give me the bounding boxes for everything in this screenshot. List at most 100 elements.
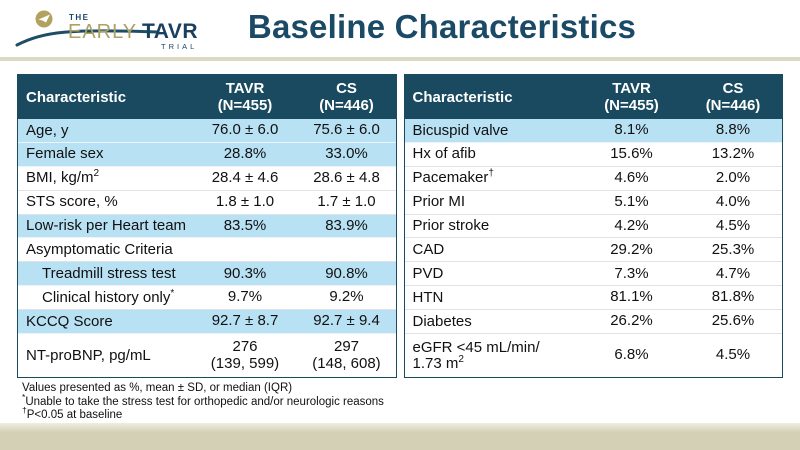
footnote-line: *Unable to take the stress test for orth… (22, 392, 800, 410)
header-divider (0, 57, 800, 61)
row-label: Age, y (26, 121, 69, 139)
tavr-value: 28.8% (223, 145, 267, 163)
table-body: Age, y 76.0 ± 6.0 75.6 ± 6.0 Female sex 28.8… (18, 119, 396, 378)
tavr-value: 1.8 ± 1.0 (215, 192, 275, 210)
logo-the: THE (69, 13, 90, 22)
slide-header: THE EARLY TAVR TRIAL Baseline Characteri… (0, 0, 800, 57)
col-header-tavr: TAVR (N=455) (604, 79, 659, 114)
logo-tavr: TAVR (142, 20, 198, 43)
col-header-cs: CS (N=446) (705, 79, 761, 114)
tavr-value: 7.3% (614, 264, 649, 282)
tavr-value: 26.2% (610, 312, 653, 330)
table-row: BMI, kg/m2 28.4 ± 4.6 28.6 ± 4.8 (18, 166, 396, 191)
tavr-value: 81.1% (610, 288, 653, 306)
row-label: Bicuspid valve (412, 121, 509, 139)
table-row: Clinical history only* 9.7% 9.2% (18, 286, 396, 311)
tavr-value: 90.3% (223, 264, 267, 282)
table-row: Hx of afib 15.6% 13.2% (404, 142, 782, 167)
cs-value: 8.8% (715, 121, 751, 139)
cs-value: 4.0% (715, 192, 751, 210)
table-row: Prior MI 5.1% 4.0% (404, 190, 782, 215)
cs-value: 81.8% (711, 288, 755, 306)
table-row: CAD 29.2% 25.3% (404, 238, 782, 263)
table-row: Prior stroke 4.2% 4.5% (404, 214, 782, 239)
row-label: CAD (412, 241, 445, 259)
baseline-table-right: Characteristic TAVR (N=455) CS (N=446) B… (403, 74, 783, 379)
cs-value: 9.2% (329, 288, 364, 306)
tavr-value: 4.2% (614, 216, 649, 234)
row-label: KCCQ Score (26, 312, 113, 330)
tavr-value: 83.5% (223, 216, 267, 234)
row-label: HTN (412, 288, 444, 306)
table-row: Bicuspid valve 8.1% 8.8% (404, 119, 782, 143)
col-header-cs: CS (N=446) (319, 79, 374, 114)
cs-value: 83.9% (325, 216, 368, 234)
table-row: Pacemaker† 4.6% 2.0% (404, 166, 782, 191)
bottom-band (0, 423, 800, 450)
footnote-text: Values presented as %, mean ± SD, or med… (22, 382, 293, 395)
col-header-characteristic: Characteristic (412, 88, 513, 106)
row-label: Prior MI (412, 193, 466, 211)
tavr-value: 15.6% (610, 145, 653, 163)
table-row: PVD 7.3% 4.7% (404, 262, 782, 287)
table-row: KCCQ Score 92.7 ± 8.7 92.7 ± 9.4 (18, 310, 396, 335)
footnote-marker: † (22, 405, 27, 416)
table-row: NT-proBNP, pg/mL 276 (139, 599) 297 (148, … (18, 334, 396, 378)
row-label: NT-proBNP, pg/mL (26, 346, 151, 364)
table-row: HTN 81.1% 81.8% (404, 286, 782, 311)
logo-valve-glyph-icon (38, 14, 50, 23)
logo-early: EARLY (68, 21, 137, 43)
tavr-value: 9.7% (227, 288, 263, 306)
tavr-value: 5.1% (614, 192, 649, 210)
table-row: Low-risk per Heart team 83.5% 83.9% (18, 214, 396, 239)
table-body: Bicuspid valve 8.1% 8.8% Hx of afib 15.6% 13.… (404, 119, 782, 378)
footnote-line: †P<0.05 at baseline (22, 406, 800, 423)
cs-value: 13.2% (711, 145, 755, 163)
tavr-value: 276 (139, 599) (210, 338, 280, 372)
table-header: Characteristic TAVR (N=455) CS (N=446) (18, 75, 396, 119)
tables-wrap: Characteristic TAVR (N=455) CS (N=446) A… (0, 74, 800, 379)
tavr-value: 76.0 ± 6.0 (211, 121, 279, 139)
table-row: Female sex 28.8% 33.0% (18, 142, 396, 167)
table-header: Characteristic TAVR (N=455) CS (N=446) (404, 75, 782, 119)
footnote-marker: * (22, 391, 26, 402)
logo-swoosh-icon (15, 29, 160, 47)
footnotes: Values presented as %, mean ± SD, or med… (22, 382, 800, 423)
row-label: Pacemaker† (412, 168, 494, 187)
cs-value: 4.7% (715, 264, 751, 282)
footnote-line: Values presented as %, mean ± SD, or med… (22, 382, 800, 396)
footnote-text: Unable to take the stress test for ortho… (25, 395, 384, 408)
cs-value: 92.7 ± 9.4 (313, 312, 380, 330)
cs-value: 90.8% (325, 264, 368, 282)
tavr-value: 6.8% (614, 346, 649, 364)
table-row: eGFR <45 mL/min/ 1.73 m2 6.8% 4.5% (404, 334, 782, 378)
row-label: STS score, % (26, 193, 118, 211)
page-title: Baseline Characteristics (247, 8, 637, 45)
logo-trial: TRIAL (161, 42, 197, 51)
tavr-value: 8.1% (614, 121, 649, 139)
table-row: Treadmill stress test 90.3% 90.8% (18, 262, 396, 287)
cs-value: 4.5% (715, 216, 751, 234)
footnote-text: P<0.05 at baseline (26, 409, 123, 422)
tavr-value: 29.2% (610, 240, 653, 258)
tavr-value: 28.4 ± 4.6 (211, 168, 279, 186)
tavr-value: 4.6% (614, 168, 649, 186)
tavr-value: 92.7 ± 8.7 (211, 312, 279, 330)
cs-value: 4.5% (715, 346, 751, 364)
row-label: BMI, kg/m2 (26, 168, 100, 187)
cs-value: 2.0% (715, 168, 751, 186)
cs-value: 25.3% (711, 240, 755, 258)
row-label: Female sex (26, 145, 104, 163)
cs-value: 28.6 ± 4.8 (313, 168, 380, 186)
cs-value: 297 (148, 608) (312, 338, 381, 372)
baseline-table-left: Characteristic TAVR (N=455) CS (N=446) A… (17, 74, 397, 379)
cs-value: 33.0% (325, 145, 368, 163)
row-label: Low-risk per Heart team (26, 217, 187, 235)
table-row: Age, y 76.0 ± 6.0 75.6 ± 6.0 (18, 119, 396, 143)
table-row: Asymptomatic Criteria (18, 238, 396, 263)
cs-value: 75.6 ± 6.0 (313, 121, 380, 139)
col-header-characteristic: Characteristic (26, 88, 127, 106)
row-label: Clinical history only* (42, 287, 175, 306)
row-label: Treadmill stress test (42, 264, 176, 282)
row-label: Diabetes (412, 312, 472, 330)
